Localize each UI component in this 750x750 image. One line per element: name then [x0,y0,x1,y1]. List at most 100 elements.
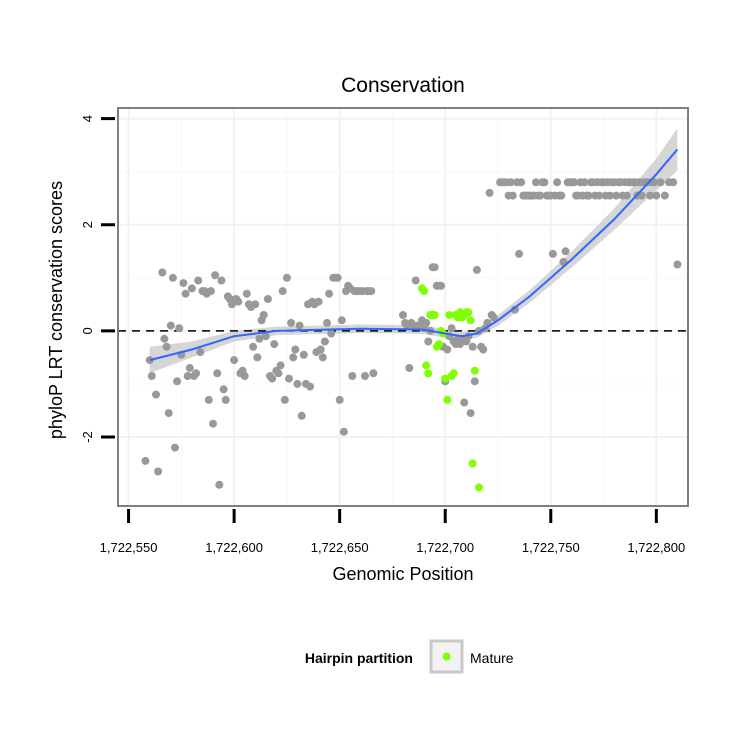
point-other [213,369,222,378]
point-other [306,382,315,391]
point-other [437,281,445,290]
point-mature [422,361,431,370]
point-other [293,379,302,388]
point-other [194,276,203,285]
point-other [316,345,325,354]
x-tick-label: 1,722,550 [100,540,158,555]
point-other [532,178,540,187]
point-other [206,287,215,296]
point-other [171,443,179,452]
point-other [259,311,268,319]
points-layer [141,178,682,492]
point-other [280,395,289,404]
point-other [295,321,304,330]
point-other [274,369,283,378]
point-other [162,342,171,351]
point-other [557,191,566,200]
point-mature [449,369,458,378]
point-other [297,411,306,420]
point-other [422,318,431,327]
x-tick-label: 1,722,750 [522,540,580,555]
point-other [339,427,348,436]
point-other [367,287,376,296]
point-other [405,364,414,372]
point-other [276,361,285,370]
point-other [147,372,156,380]
point-mature [424,369,433,378]
point-other [192,369,201,378]
point-other [595,191,604,200]
point-other [361,372,369,380]
x-tick-label: 1,722,700 [416,540,474,555]
point-other [211,271,220,280]
y-tick-label: 0 [80,327,95,334]
point-other [548,249,557,258]
point-other [320,337,329,346]
point-other [185,364,194,372]
point-other [217,276,226,285]
point-other [540,178,549,187]
point-mature [430,311,439,319]
y-tick-label: 4 [80,115,95,122]
point-other [287,318,296,327]
point-other [282,273,291,282]
point-other [472,265,481,274]
point-other [173,377,182,386]
point-other [348,372,357,380]
point-mature [475,483,483,492]
point-other [335,395,344,404]
point-other [251,300,260,309]
point-mature [434,340,443,349]
legend-key-mature-dot [442,652,451,661]
point-other [673,260,682,269]
point-other [240,372,249,380]
point-other [215,480,224,489]
point-other [291,345,300,354]
point-mature [470,366,479,375]
point-other [160,334,169,343]
smooth-line [149,148,679,362]
point-other [299,350,308,359]
point-other [234,297,243,306]
point-other [652,191,661,200]
point-other [656,178,665,187]
point-other [612,191,621,200]
point-other [187,284,196,293]
point-mature [466,316,475,325]
point-other [470,377,479,386]
point-other [517,178,526,187]
point-other [669,178,678,187]
point-other [152,390,160,399]
point-other [196,348,205,357]
legend-label-mature: Mature [470,650,514,666]
point-other [553,178,562,187]
point-mature [441,374,450,383]
point-other [369,369,378,378]
chart-title: Conservation [341,74,465,97]
point-other [141,456,150,465]
point-other [179,279,188,288]
point-other [164,409,173,418]
point-other [515,249,524,258]
panel-border [117,107,689,507]
x-tick-label: 1,722,800 [627,540,685,555]
point-other [323,318,331,327]
x-tick-label: 1,722,600 [205,540,263,555]
point-other [219,385,228,394]
point-mature [420,287,429,296]
point-other [479,345,488,354]
point-other [270,340,279,349]
point-other [278,287,287,296]
point-other [468,342,477,351]
point-other [183,372,192,380]
y-tick-label: 2 [80,221,95,228]
point-other [466,409,475,418]
point-other [209,419,217,428]
point-other [168,273,177,282]
legend-title: Hairpin partition [305,650,413,666]
point-other [333,273,342,282]
x-axis-label: Genomic Position [332,564,473,584]
point-other [166,321,175,330]
point-other [181,289,190,298]
